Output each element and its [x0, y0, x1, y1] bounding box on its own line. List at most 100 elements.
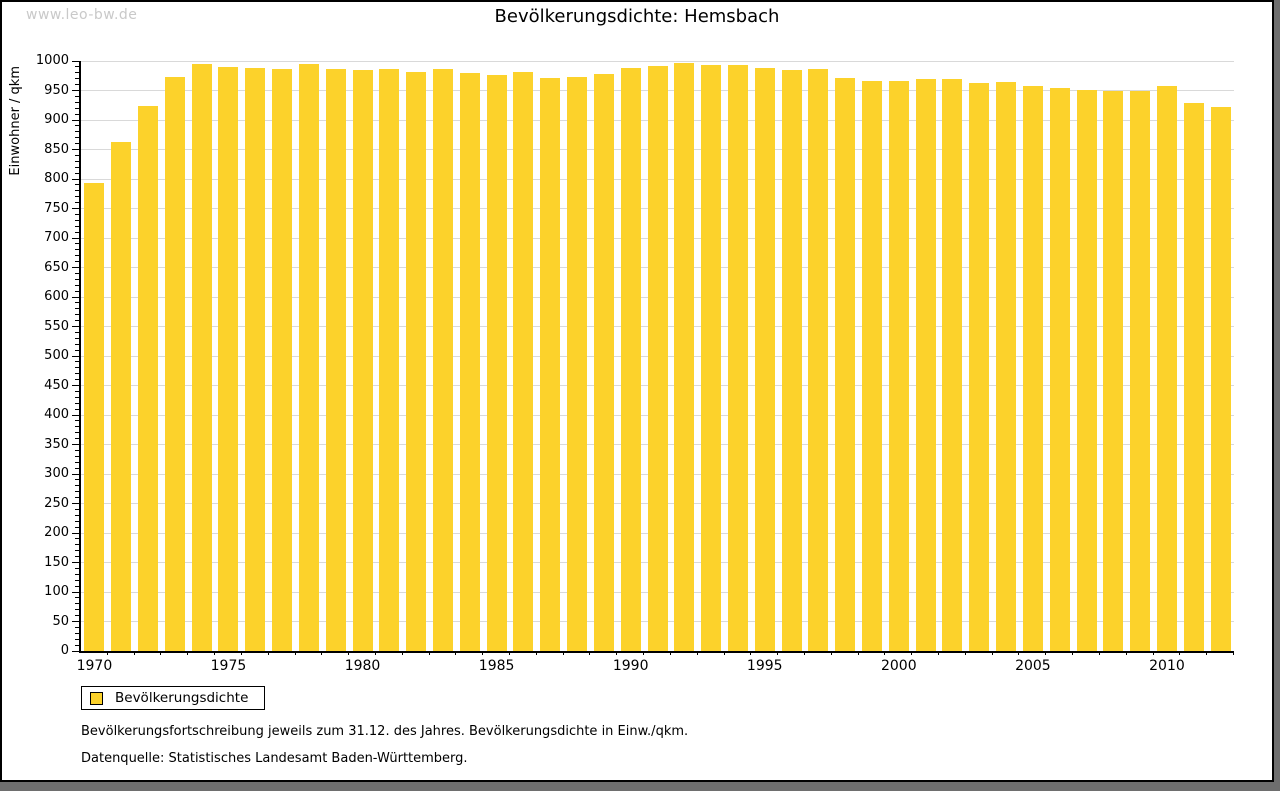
y-axis-tick-label: 350: [44, 436, 69, 452]
y-axis-minor-tick: [75, 154, 79, 156]
y-axis-minor-tick: [75, 420, 79, 422]
x-axis-tick: [857, 651, 859, 655]
y-axis-minor-tick: [75, 497, 79, 499]
x-axis-tick: [321, 651, 323, 655]
x-axis-tick: [964, 651, 966, 655]
bar: [969, 83, 990, 651]
x-axis-tick: [777, 651, 779, 655]
bar: [1022, 85, 1043, 651]
y-axis-minor-tick: [75, 455, 79, 457]
y-axis-tick-label: 0: [60, 643, 69, 658]
x-axis-tick: [482, 651, 484, 655]
x-axis-tick: [535, 651, 537, 655]
y-axis-tick: [72, 650, 79, 652]
y-axis-minor-tick: [75, 361, 79, 363]
y-axis-minor-tick: [75, 196, 79, 198]
x-axis-tick: [669, 651, 671, 655]
y-axis-minor-tick: [75, 615, 79, 617]
x-axis-tick: [1045, 651, 1047, 655]
y-axis-minor-tick: [75, 461, 79, 463]
bar: [84, 183, 105, 651]
bar: [1103, 90, 1124, 651]
x-axis-tick: [294, 651, 296, 655]
x-axis-tick: [509, 651, 511, 655]
bar: [325, 69, 346, 651]
legend-box: Bevölkerungsdichte: [81, 686, 266, 710]
bar: [593, 73, 614, 651]
x-axis-label: 1975: [210, 658, 247, 674]
y-axis-tick: [72, 296, 79, 298]
bar: [1049, 87, 1070, 651]
y-axis-minor-tick: [75, 432, 79, 434]
y-axis-minor-tick: [75, 219, 79, 221]
x-axis-tick: [348, 651, 350, 655]
y-axis-tick: [72, 60, 79, 62]
plot-area: 0 50 100 150 200 250 300 350 400 450 500 550 600 650 7…: [36, 53, 1234, 674]
bar: [1130, 90, 1151, 651]
bar: [942, 78, 963, 651]
y-axis-minor-tick: [75, 137, 79, 139]
y-axis-tick-label: 850: [44, 141, 69, 157]
x-axis-tick: [106, 651, 108, 655]
y-axis-minor-tick: [75, 585, 79, 587]
y-axis-minor-tick: [75, 160, 79, 162]
y-axis-tick-label: 50: [52, 613, 69, 629]
y-axis-minor-tick: [75, 632, 79, 634]
y-axis-minor-tick: [75, 379, 79, 381]
y-axis-tick: [72, 562, 79, 563]
y-axis-minor-tick: [75, 172, 79, 174]
y-axis-tick-label: 500: [44, 348, 69, 363]
y-axis-tick: [72, 473, 79, 475]
y-axis-minor-tick: [75, 491, 79, 493]
y-axis-tick: [72, 149, 79, 150]
x-axis-tick: [1206, 651, 1208, 655]
y-axis-minor-tick: [75, 644, 79, 646]
x-axis-tick: [187, 651, 189, 655]
y-axis-tick: [72, 414, 79, 416]
bar: [298, 63, 319, 651]
y-axis-minor-tick: [75, 367, 79, 369]
x-axis-tick: [1125, 651, 1127, 655]
x-axis-tick: [133, 651, 135, 655]
y-axis-minor-tick: [75, 243, 79, 245]
bar: [1156, 85, 1177, 651]
x-axis-label: 1995: [746, 658, 783, 674]
x-axis-tick: [428, 651, 430, 655]
y-axis-minor-tick: [75, 396, 79, 398]
bar: [727, 65, 748, 651]
y-axis-minor-tick: [75, 66, 79, 68]
x-axis-tick: [750, 651, 752, 655]
gridline: [81, 60, 1234, 62]
footnote-data-source: Datenquelle: Statistisches Landesamt Bad…: [81, 751, 468, 766]
y-axis-minor-tick: [75, 225, 79, 227]
y-axis-minor-tick: [75, 508, 79, 510]
y-axis-minor-tick: [75, 101, 79, 103]
legend-swatch-icon: [90, 691, 103, 705]
bar: [111, 141, 132, 651]
y-axis-tick-label: 450: [44, 377, 69, 393]
y-axis-minor-tick: [75, 125, 79, 127]
y-axis-tick: [72, 178, 79, 180]
x-axis-label: 1980: [344, 658, 381, 674]
x-axis-tick: [240, 651, 242, 655]
chart-title: Bevölkerungsdichte: Hemsbach: [494, 6, 780, 27]
y-axis-tick-label: 600: [44, 289, 69, 304]
x-axis-label: 2000: [880, 658, 917, 674]
y-axis-minor-tick: [75, 343, 79, 345]
y-axis-minor-tick: [75, 390, 79, 392]
y-axis-minor-tick: [75, 438, 79, 440]
y-axis-tick: [72, 444, 79, 445]
x-axis-label: 2005: [1015, 658, 1051, 674]
y-axis-tick-label: 1000: [35, 53, 69, 68]
x-axis-tick: [723, 651, 725, 655]
y-axis-minor-tick: [75, 314, 79, 316]
y-axis-tick-label: 750: [44, 200, 69, 216]
y-axis-minor-tick: [75, 408, 79, 410]
bar: [888, 81, 909, 651]
bar: [1076, 89, 1097, 651]
y-axis-minor-tick: [75, 479, 79, 481]
y-axis-minor-tick: [75, 272, 79, 274]
x-axis-tick: [1233, 651, 1234, 655]
bar: [459, 72, 480, 651]
x-axis-tick: [455, 651, 457, 655]
